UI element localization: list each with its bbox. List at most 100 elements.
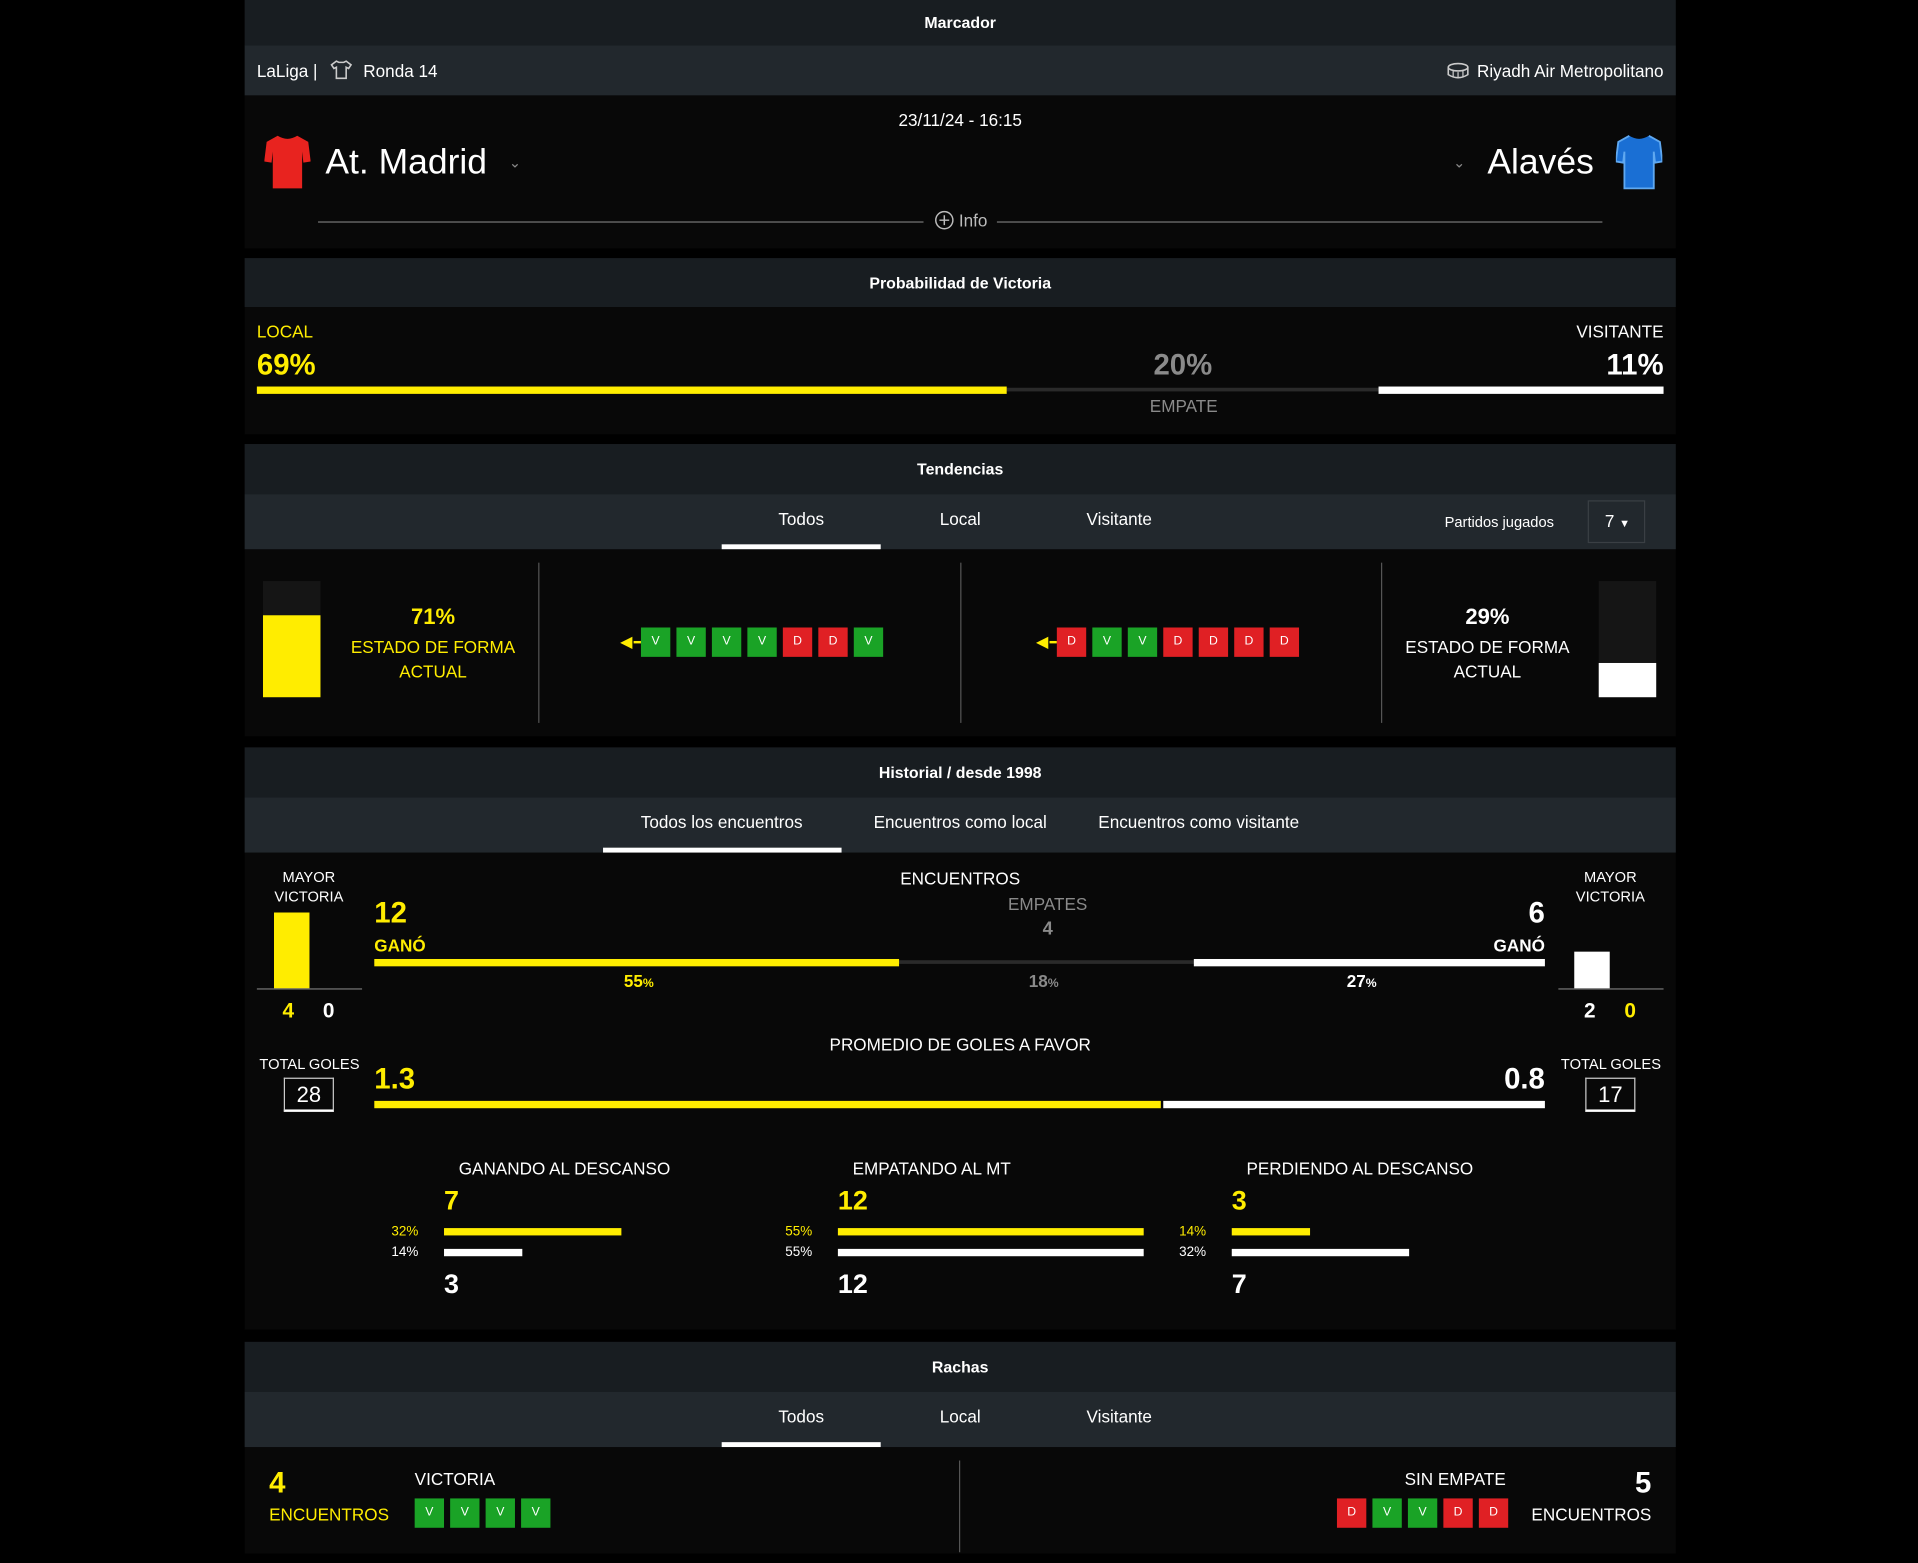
away-total-goals: 17 <box>1585 1077 1636 1112</box>
halftime-away-bar <box>1231 1248 1410 1257</box>
arrow-left-icon: ◀ <box>1036 632 1049 651</box>
tab-visitante[interactable]: Visitante <box>1086 508 1152 529</box>
home-avg-goals: 1.3 <box>374 1062 416 1096</box>
caret-down-icon: ▼ <box>1619 517 1631 530</box>
rachas-header: Rachas <box>244 1341 1676 1393</box>
divider-left <box>318 221 924 223</box>
halftime-home-pct: 32% <box>391 1224 419 1240</box>
home-team-name[interactable]: At. Madrid <box>325 143 488 183</box>
home-biggest-win-bar <box>273 912 310 989</box>
prob-local-pct: 69% <box>256 348 316 382</box>
arrow-line <box>1049 640 1057 644</box>
home-streak-type: VICTORIA <box>414 1469 496 1489</box>
encuentros-track <box>374 960 1545 964</box>
result-chip: V <box>711 627 742 657</box>
away-wins-bar <box>1193 958 1545 967</box>
tab-local[interactable]: Local <box>939 508 981 529</box>
halftime-home-count: 3 <box>1231 1185 1247 1216</box>
result-chip: D <box>818 627 848 657</box>
prob-local-label: LOCAL <box>256 321 314 342</box>
stadium-icon <box>1447 62 1469 79</box>
separator <box>244 736 1676 748</box>
result-chip: V <box>853 627 884 657</box>
halftime-home-pct: 55% <box>785 1224 813 1240</box>
draws-pct: 18% <box>1029 971 1059 991</box>
home-streak-count: 4 <box>269 1466 286 1500</box>
away-form-label: ESTADO DE FORMA ACTUAL <box>1405 637 1570 682</box>
prob-away-label: VISITANTE <box>1576 321 1664 342</box>
baseline <box>1558 988 1664 990</box>
divider <box>960 562 962 723</box>
played-value: 7 <box>1604 511 1615 531</box>
pct-sign: % <box>1365 977 1377 991</box>
separator <box>244 248 1676 259</box>
info-button[interactable]: Info <box>935 210 988 230</box>
away-chevron-down-icon[interactable]: ⌄ <box>1453 154 1466 172</box>
shirt-icon <box>330 60 353 80</box>
away-form-fill <box>1598 662 1657 698</box>
divider-right <box>996 221 1603 223</box>
round-label: Ronda 14 <box>363 61 438 81</box>
away-wins-pct-value: 27 <box>1346 971 1366 991</box>
scoreboard: 23/11/24 - 16:15 At. Madrid ⌄ ⌄ Alavés I… <box>244 95 1676 249</box>
away-streak-type: SIN EMPATE <box>1404 1469 1506 1489</box>
halftime-label: EMPATANDO AL MT <box>852 1158 1011 1178</box>
pct-sign: % <box>1047 977 1059 991</box>
home-shirt-icon <box>264 135 311 189</box>
separator <box>244 1329 1676 1342</box>
halftime-home-bar <box>837 1228 1144 1236</box>
match-page: Marcador LaLiga | Ronda 14 Riyadh Air Me… <box>244 0 1676 1554</box>
tab-local[interactable]: Local <box>939 1406 981 1427</box>
away-biggest-win-bar <box>1574 951 1610 989</box>
marcador-header: Marcador <box>244 0 1676 46</box>
result-chip: D <box>1269 627 1300 657</box>
result-chip: D <box>1198 627 1229 657</box>
league-label[interactable]: LaLiga | <box>256 61 318 81</box>
tab-todos[interactable]: Todos <box>721 494 881 550</box>
halftime-away-pct: 55% <box>785 1245 813 1260</box>
arrow-left-icon: ◀ <box>620 632 633 651</box>
result-chip: D <box>1056 627 1087 657</box>
home-biggest-win-score-b: 0 <box>322 999 335 1023</box>
result-chip: D <box>1163 627 1193 657</box>
halftime-home-count: 7 <box>444 1185 460 1216</box>
rachas-tabs: Todos Local Visitante <box>244 1392 1676 1448</box>
away-biggest-win-score-b: 0 <box>1624 999 1636 1023</box>
home-biggest-win-score-a: 4 <box>282 999 295 1023</box>
home-wins-pct: 55% <box>624 971 654 991</box>
halftime-label: GANANDO AL DESCANSO <box>458 1158 671 1178</box>
halftime-away-pct: 32% <box>1179 1245 1207 1260</box>
tab-todos[interactable]: Todos <box>721 1392 881 1448</box>
away-shirt-icon <box>1615 134 1663 190</box>
match-datetime: 23/11/24 - 16:15 <box>898 110 1022 130</box>
stadium-label: Riyadh Air Metropolitano <box>1476 61 1664 81</box>
halftime-away-bar <box>837 1248 1144 1257</box>
away-team-name[interactable]: Alavés <box>1487 143 1594 183</box>
played-label: Partidos jugados <box>1444 513 1554 531</box>
info-label: Info <box>958 210 988 230</box>
home-form-pct: 71% <box>410 604 456 629</box>
tab-encuentros-local[interactable]: Encuentros como local <box>873 812 1047 832</box>
halftime-home-count: 12 <box>837 1185 868 1216</box>
home-form-label: ESTADO DE FORMA ACTUAL <box>350 637 516 682</box>
tab-encuentros-visitante[interactable]: Encuentros como visitante <box>1098 812 1300 832</box>
home-chevron-down-icon[interactable]: ⌄ <box>508 154 522 172</box>
result-chip: D <box>1234 627 1264 657</box>
halftime-away-count: 7 <box>1231 1268 1247 1300</box>
played-select[interactable]: 7 ▼ <box>1587 500 1646 544</box>
tab-visitante[interactable]: Visitante <box>1086 1406 1152 1427</box>
result-chip: V <box>450 1498 480 1528</box>
divider <box>958 1460 961 1553</box>
tab-todos-encuentros[interactable]: Todos los encuentros <box>602 798 841 853</box>
away-form-pct: 29% <box>1465 604 1510 629</box>
result-chip: D <box>1336 1498 1367 1528</box>
home-won-label: GANÓ <box>374 935 426 956</box>
away-total-goals-label: TOTAL GOLES <box>1560 1055 1661 1073</box>
away-form-gauge <box>1598 581 1657 698</box>
